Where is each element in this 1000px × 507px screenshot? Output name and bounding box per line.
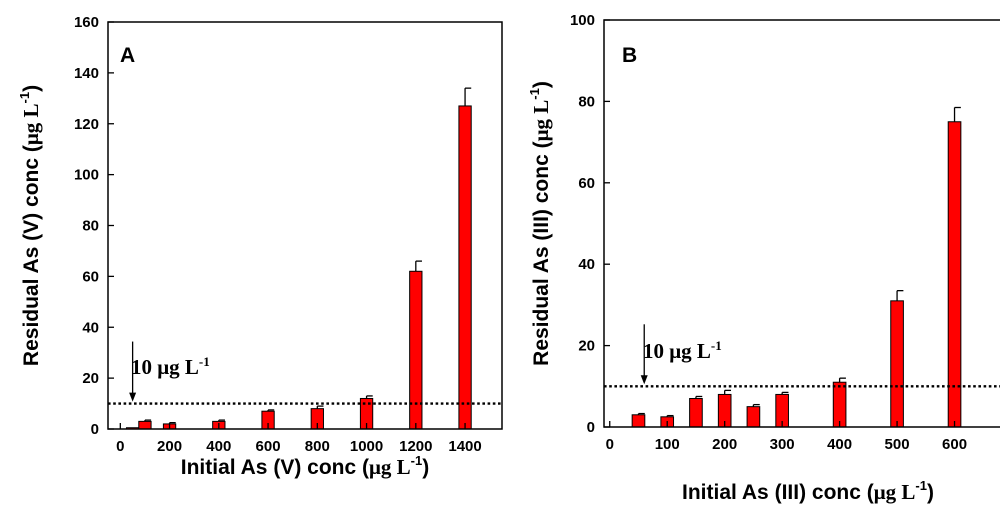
bar	[138, 420, 152, 430]
x-tick-label: 400	[206, 438, 231, 455]
chart-panel-b: 10 μg L-1 0 20 40 60 80 100 0 100 200 300 400 500 600…	[527, 12, 1000, 504]
bar	[746, 406, 761, 428]
y-tick-label: 40	[578, 256, 595, 273]
y-tick-label: 0	[91, 421, 99, 438]
x-tick-label: 1000	[350, 438, 383, 455]
y-tick-label: 60	[82, 268, 99, 285]
panel-label: B	[622, 44, 637, 67]
x-tick-label: 1400	[448, 438, 481, 455]
y-tick-label: 100	[570, 12, 595, 29]
y-tick-label: 160	[74, 14, 99, 31]
x-axis-title: Initial As (V) conc (μg L-1)	[181, 453, 429, 479]
x-tick-label: 800	[305, 438, 330, 455]
x-tick-label: 0	[606, 436, 614, 453]
bar	[689, 398, 703, 428]
y-axis-title: Residual As (III) conc (μg L-1)	[527, 81, 553, 366]
y-tick-label: 100	[74, 167, 99, 184]
chart-panel-a: 10 μg L-1 0 20 40 60 80 100 120 140 160 0 200 400 600…	[17, 14, 503, 479]
panel-label: A	[120, 44, 135, 67]
x-tick-label: 200	[712, 436, 737, 453]
y-tick-label: 120	[74, 116, 99, 133]
y-tick-label: 20	[578, 338, 595, 355]
x-tick-label: 500	[885, 436, 910, 453]
y-tick-label: 60	[578, 175, 595, 192]
threshold-arrowhead	[640, 375, 648, 385]
bar	[409, 270, 423, 430]
y-tick-label: 80	[82, 218, 99, 235]
y-tick-label: 140	[74, 65, 99, 82]
y-tick-label: 0	[587, 419, 595, 436]
x-tick-label: 1200	[399, 438, 432, 455]
y-tick-label: 40	[82, 319, 99, 336]
x-tick-label: 400	[827, 436, 852, 453]
x-tick-label: 600	[256, 438, 281, 455]
y-tick-label: 20	[82, 370, 99, 387]
x-tick-label: 600	[942, 436, 967, 453]
threshold-arrowhead	[129, 392, 137, 402]
x-tick-label: 100	[655, 436, 680, 453]
x-axis-title: Initial As (III) conc (μg L-1)	[682, 478, 934, 504]
bar	[631, 414, 646, 428]
plot-frame	[603, 19, 1000, 428]
y-axis-title: Residual As (V) conc (μg L-1)	[17, 85, 43, 366]
bar	[832, 381, 847, 428]
x-tick-label: 200	[157, 438, 182, 455]
threshold-label: 10 μg L-1	[131, 354, 210, 379]
bar	[890, 300, 904, 428]
y-tick-label: 80	[578, 93, 595, 110]
bar	[458, 105, 472, 430]
x-tick-label: 0	[116, 438, 124, 455]
x-tick-label: 300	[770, 436, 795, 453]
threshold-label: 10 μg L-1	[643, 338, 722, 363]
bar	[947, 121, 962, 428]
